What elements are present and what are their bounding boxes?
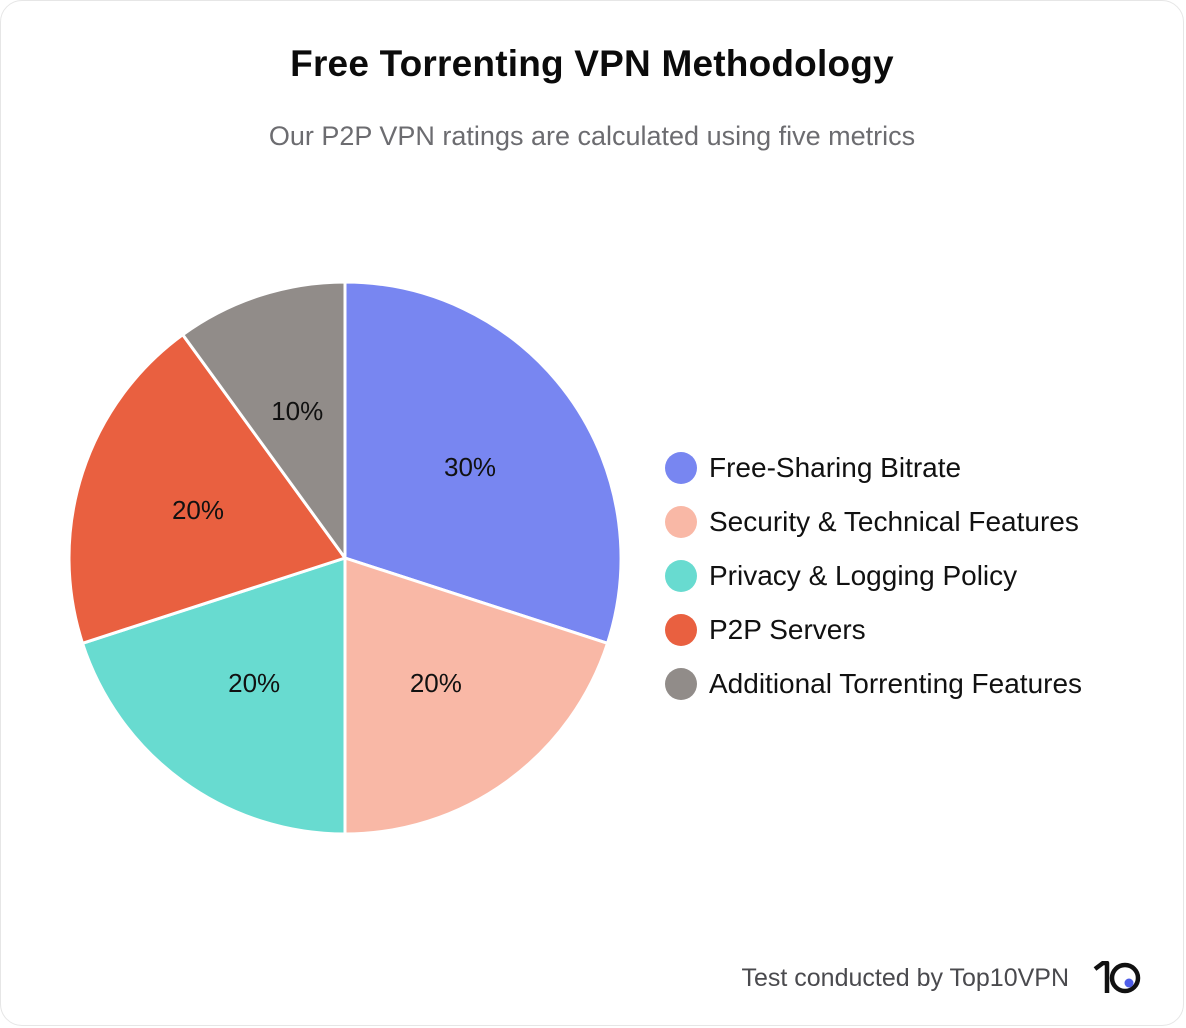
- legend-swatch-1: [665, 452, 697, 484]
- pie-slice-5: [181, 280, 347, 560]
- chart-legend: Free-Sharing Bitrate Security & Technical…: [665, 441, 1082, 711]
- pie-slice-4: [67, 333, 347, 645]
- top10vpn-logo-icon: [1093, 961, 1141, 994]
- footer: Test conducted by Top10VPN: [741, 961, 1143, 995]
- pie-slice-label-1: 30%: [444, 452, 496, 482]
- legend-item-4: P2P Servers: [665, 603, 1082, 657]
- legend-label-3: Privacy & Logging Policy: [709, 560, 1018, 591]
- legend-item-3: Privacy & Logging Policy: [665, 549, 1082, 603]
- pie-slice-3: [81, 556, 347, 836]
- pie-slice-2: [343, 556, 609, 836]
- legend-label-2: Security & Technical Features: [709, 506, 1079, 537]
- pie-chart: 30% 20% 20% 20% 10%: [67, 280, 623, 836]
- pie-slice-1: [343, 280, 623, 645]
- legend-label-1: Free-Sharing Bitrate: [709, 452, 962, 483]
- legend-label-5: Additional Torrenting Features: [709, 668, 1083, 699]
- footer-credit: Test conducted by Top10VPN: [741, 963, 1069, 992]
- legend-swatch-5: [665, 668, 697, 700]
- legend-swatch-4: [665, 614, 697, 646]
- legend-swatch-2: [665, 506, 697, 538]
- pie-slice-label-5: 10%: [271, 396, 323, 426]
- chart-subtitle: Our P2P VPN ratings are calculated using…: [268, 121, 916, 151]
- legend-item-1: Free-Sharing Bitrate: [665, 441, 1082, 495]
- pie-slice-label-4: 20%: [172, 495, 224, 525]
- legend-label-4: P2P Servers: [709, 614, 866, 645]
- legend-item-2: Security & Technical Features: [665, 495, 1082, 549]
- pie-slice-label-2: 20%: [410, 668, 462, 698]
- legend-item-5: Additional Torrenting Features: [665, 657, 1082, 711]
- legend-swatch-3: [665, 560, 697, 592]
- chart-title: Free Torrenting VPN Methodology: [290, 43, 894, 84]
- pie-slice-label-3: 20%: [228, 668, 280, 698]
